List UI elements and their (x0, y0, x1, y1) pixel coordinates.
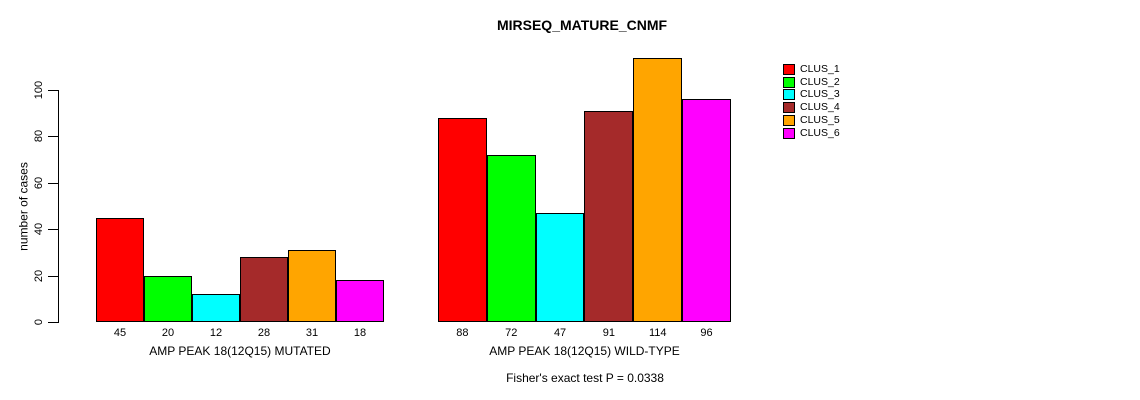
legend-item: CLUS_3 (783, 89, 840, 102)
group-label: AMP PEAK 18(12Q15) MUTATED (149, 344, 331, 358)
bar-value-label: 72 (505, 327, 518, 339)
legend-item-label: CLUS_2 (800, 75, 840, 88)
legend-swatch (783, 127, 795, 139)
y-tick-label: 100 (33, 80, 45, 100)
legend-item: CLUS_6 (783, 127, 840, 140)
legend-swatch (783, 115, 795, 127)
y-axis-label: number of cases (16, 162, 31, 251)
bar-value-label: 96 (700, 327, 713, 339)
bar-value-label: 114 (648, 327, 667, 339)
legend-item-label: CLUS_4 (800, 101, 840, 114)
y-tick-label: 80 (33, 130, 45, 143)
bar (535, 212, 585, 322)
legend: CLUS_1 CLUS_2 CLUS_3 CLUS_4 CLUS_5 CLUS_6 (783, 63, 840, 140)
legend-item-label: CLUS_1 (800, 62, 840, 75)
bar-value-label: 47 (553, 327, 567, 339)
bar (633, 57, 683, 322)
bar-value-label: 45 (113, 327, 127, 339)
y-tick (48, 182, 58, 184)
bar (96, 217, 144, 322)
bar-value-label: 20 (161, 327, 175, 339)
y-tick-label: 40 (33, 223, 45, 236)
bar-value-label: 88 (456, 327, 469, 339)
y-tick-label: 20 (33, 269, 45, 282)
bar (192, 294, 240, 322)
bar-value-label: 31 (305, 327, 319, 339)
chart-title: MIRSEQ_MATURE_CNMF (496, 17, 668, 33)
legend-item: CLUS_2 (783, 76, 840, 89)
bar-value-label: 28 (257, 327, 271, 339)
bar (288, 250, 336, 322)
y-tick (48, 229, 58, 231)
legend-swatch (783, 89, 795, 101)
bar-value-label: 12 (209, 327, 223, 339)
bar (336, 280, 384, 322)
y-tick (48, 90, 58, 91)
group-label: AMP PEAK 18(12Q15) WILD-TYPE (489, 344, 680, 358)
legend-item-label: CLUS_6 (800, 126, 840, 139)
bar (438, 117, 487, 322)
y-axis-line (58, 90, 59, 323)
legend-swatch (783, 76, 795, 88)
bar (240, 257, 288, 322)
legend-item: CLUS_5 (783, 114, 840, 127)
bar (584, 110, 634, 322)
y-tick (48, 136, 58, 138)
legend-item: CLUS_4 (783, 101, 840, 114)
y-tick-label: 0 (33, 318, 45, 326)
y-tick (48, 322, 58, 323)
y-tick-label: 60 (33, 176, 45, 189)
legend-swatch (783, 102, 795, 114)
legend-item-label: CLUS_3 (800, 88, 840, 101)
bar (486, 154, 536, 322)
legend-swatch (783, 63, 795, 75)
bar-value-label: 91 (602, 327, 616, 339)
stat-test-caption: Fisher's exact test P = 0.0338 (506, 371, 664, 385)
bar (144, 275, 192, 322)
bar (682, 99, 731, 322)
legend-item: CLUS_1 (783, 63, 840, 76)
y-tick (48, 275, 58, 277)
bar-value-label: 18 (353, 327, 367, 339)
legend-item-label: CLUS_5 (800, 114, 840, 127)
